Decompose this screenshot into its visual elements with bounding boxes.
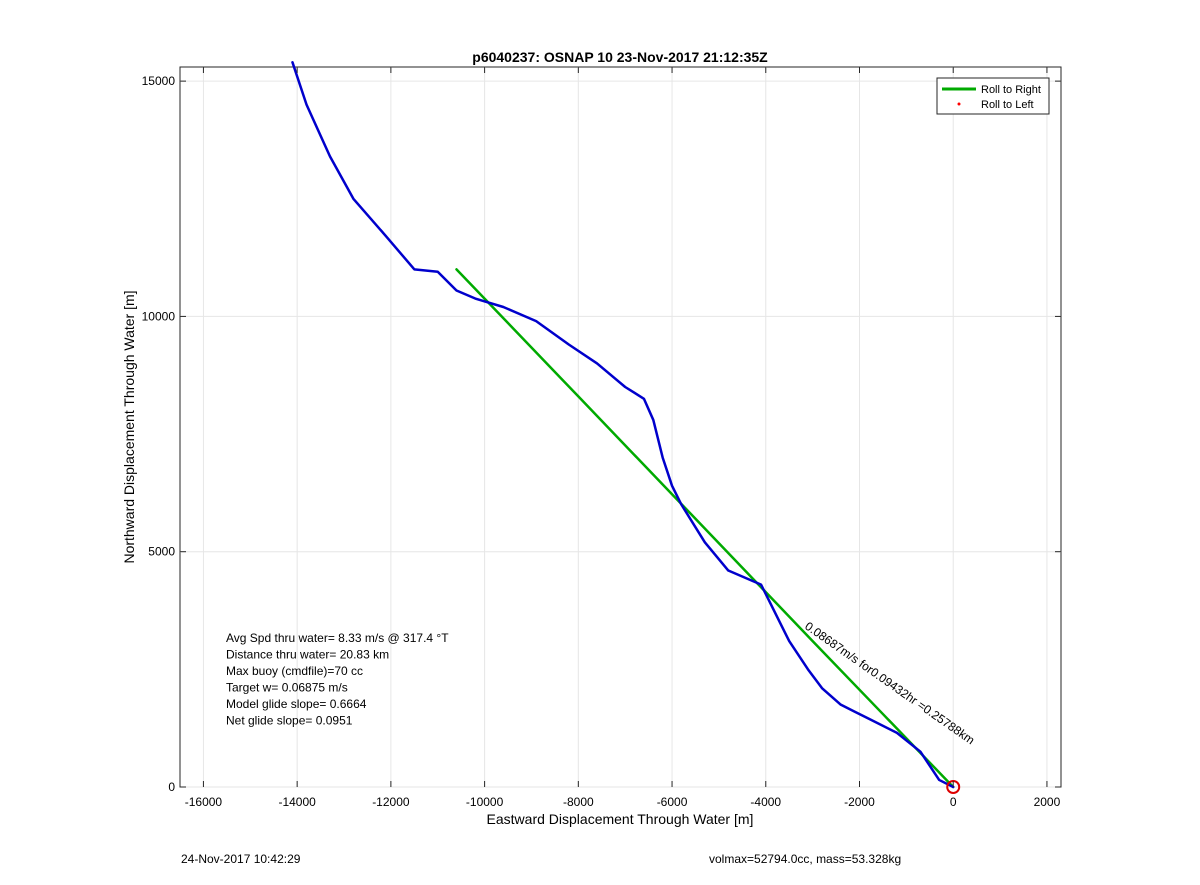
y-tick-label: 10000 xyxy=(142,309,176,323)
roll-to-right-line xyxy=(455,268,955,789)
x-tick-label: 2000 xyxy=(1034,795,1061,809)
y-axis-label: Northward Displacement Through Water [m] xyxy=(121,290,137,563)
x-tick-label: -2000 xyxy=(844,795,875,809)
chart-title: p6040237: OSNAP 10 23-Nov-2017 21:12:35Z xyxy=(472,49,768,65)
x-tick-label: -8000 xyxy=(563,795,594,809)
legend-box xyxy=(936,77,1050,115)
y-tick-label: 15000 xyxy=(142,74,176,88)
stats-line: Distance thru water= 20.83 km xyxy=(226,648,389,662)
x-tick-label: -6000 xyxy=(657,795,688,809)
x-axis-label: Eastward Displacement Through Water [m] xyxy=(487,811,754,827)
stats-line: Target w= 0.06875 m/s xyxy=(226,681,348,695)
grid xyxy=(180,67,1061,788)
stats-line: Model glide slope= 0.6664 xyxy=(226,697,367,711)
legend-label: Roll to Left xyxy=(981,99,1034,111)
y-tick-label: 0 xyxy=(168,780,175,794)
x-tick-label: -4000 xyxy=(750,795,781,809)
footer-volmax-mass: volmax=52794.0cc, mass=53.328kg xyxy=(709,852,902,866)
stats-line: Max buoy (cmdfile)=70 cc xyxy=(226,664,363,678)
stats-line: Avg Spd thru water= 8.33 m/s @ 317.4 °T xyxy=(226,631,449,645)
x-tick-label: -14000 xyxy=(278,795,316,809)
glider-track-line xyxy=(291,61,955,789)
legend: Roll to Right Roll to Left xyxy=(936,77,1050,115)
x-tick-label: -10000 xyxy=(466,795,504,809)
plot-area xyxy=(179,66,1062,788)
x-tick-label: -12000 xyxy=(372,795,410,809)
legend-label: Roll to Right xyxy=(981,84,1041,96)
axes: -16000 -14000 -12000 -10000 -8000 -6000 -4000 -… xyxy=(142,67,1061,809)
legend-swatch-dot xyxy=(957,102,961,106)
footer-timestamp: 24-Nov-2017 10:42:29 xyxy=(181,852,301,866)
stats-text: Avg Spd thru water= 8.33 m/s @ 317.4 °T D… xyxy=(226,631,449,728)
x-tick-label: -16000 xyxy=(185,795,223,809)
x-tick-label: 0 xyxy=(950,795,957,809)
y-tick-label: 5000 xyxy=(148,545,175,559)
stats-line: Net glide slope= 0.0951 xyxy=(226,714,353,728)
